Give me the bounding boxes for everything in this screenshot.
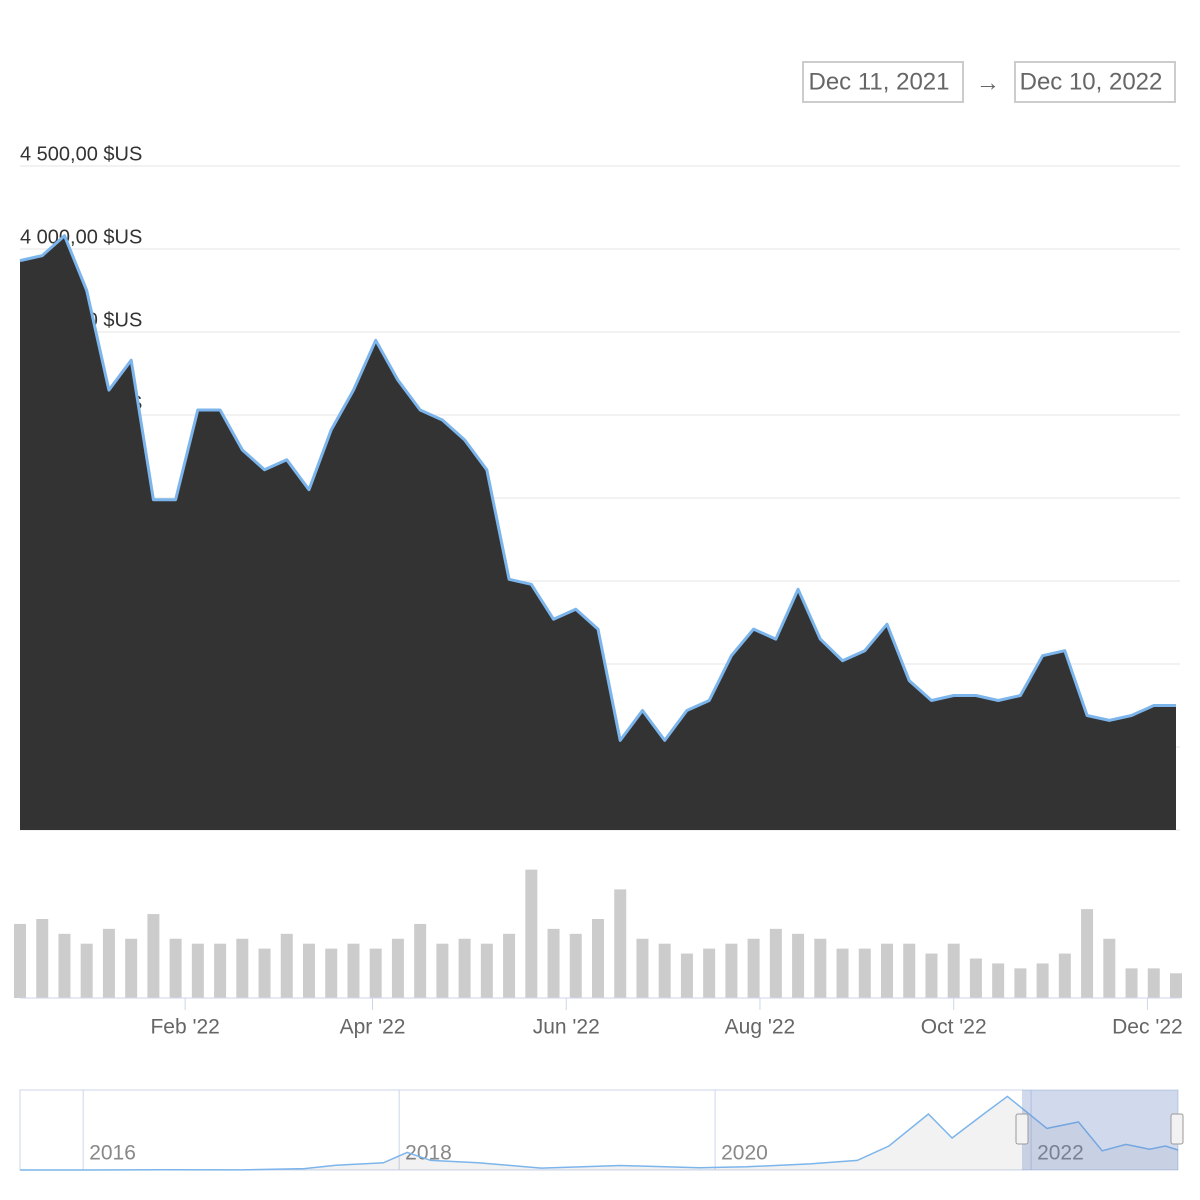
volume-bar: [436, 943, 449, 998]
volume-bar: [325, 948, 338, 998]
range-separator: →: [976, 69, 1000, 96]
volume-bar: [391, 938, 404, 998]
volume-bar: [769, 928, 782, 998]
volume-bar: [214, 943, 227, 998]
volume-bar: [347, 943, 360, 998]
navigator-tick-label: 2020: [721, 1142, 768, 1165]
date-from[interactable]: Dec 11, 2021: [809, 68, 950, 95]
volume-bar: [369, 948, 382, 998]
volume-bar: [414, 923, 427, 998]
volume-bar: [680, 953, 693, 998]
volume-bar: [458, 938, 471, 998]
volume-bar: [503, 933, 516, 998]
navigator-tick-label: 2018: [405, 1142, 452, 1165]
volume-bar: [1036, 963, 1049, 998]
volume-bar: [858, 948, 871, 998]
navigator-frame: [19, 1089, 1179, 1171]
volume-bar: [992, 963, 1005, 998]
x-tick-label: Aug '22: [725, 1016, 796, 1039]
volume-bar: [1147, 968, 1160, 998]
volume-bar: [881, 943, 893, 998]
volume-bar: [169, 938, 182, 998]
volume-bar: [547, 928, 560, 998]
volume-bar: [525, 869, 538, 998]
volume-bar: [792, 933, 805, 998]
volume-bar: [969, 958, 982, 998]
navigator-handle[interactable]: [1170, 1113, 1184, 1145]
volume-bar: [125, 938, 138, 998]
volume-bar: [1125, 968, 1138, 998]
volume-bar: [903, 943, 916, 998]
volume-bar: [614, 889, 627, 998]
volume-bar: [1170, 973, 1182, 998]
navigator-area: [20, 1096, 1178, 1170]
x-tick-label: Dec '22: [1112, 1016, 1183, 1039]
volume-bar: [836, 948, 849, 998]
volume-bar: [1058, 953, 1071, 998]
x-tick-label: Jun '22: [533, 1016, 600, 1039]
volume-bar: [747, 938, 760, 998]
volume-bar: [58, 933, 71, 998]
x-tick-label: Oct '22: [921, 1016, 987, 1039]
volume-bar: [191, 943, 204, 998]
x-tick-label: Apr '22: [340, 1016, 406, 1039]
x-tick-label: Feb '22: [150, 1016, 219, 1039]
navigator-handle[interactable]: [1015, 1113, 1029, 1145]
volume-bar: [636, 938, 649, 998]
navigator-tick-label: 2022: [1037, 1142, 1084, 1165]
volume-bar: [925, 953, 938, 998]
date-from-box[interactable]: [802, 61, 964, 103]
volume-bar: [303, 943, 315, 998]
navigator-line: [20, 1095, 1179, 1171]
volume-bar: [236, 938, 249, 998]
date-to-box[interactable]: [1014, 61, 1176, 103]
volume-bar: [592, 919, 604, 998]
volume-bar: [947, 943, 960, 998]
y-tick-label: 4 500,00 $US: [20, 143, 142, 165]
navigator-tick-label: 2016: [89, 1142, 136, 1165]
volume-bar: [725, 943, 738, 998]
volume-bar: [258, 948, 271, 998]
volume-bar: [36, 919, 49, 998]
volume-bar: [147, 914, 160, 998]
price-line: [19, 234, 1176, 742]
volume-bar: [1014, 968, 1027, 998]
navigator-selection: [1022, 1090, 1178, 1170]
area-fill: [20, 235, 1176, 830]
volume-bar: [814, 938, 827, 998]
volume-bar: [480, 943, 493, 998]
volume-bar: [80, 943, 93, 998]
date-to[interactable]: Dec 10, 2022: [1020, 68, 1163, 95]
volume-bar: [1103, 938, 1116, 998]
volume-bar: [658, 943, 671, 998]
y-tick-label: 4 000,00 $US: [20, 226, 142, 248]
volume-bar: [14, 923, 26, 998]
volume-bar: [569, 933, 582, 998]
volume-bar: [102, 928, 115, 998]
volume-bar: [280, 933, 293, 998]
volume-bar: [1081, 909, 1094, 998]
volume-bar: [703, 948, 716, 998]
